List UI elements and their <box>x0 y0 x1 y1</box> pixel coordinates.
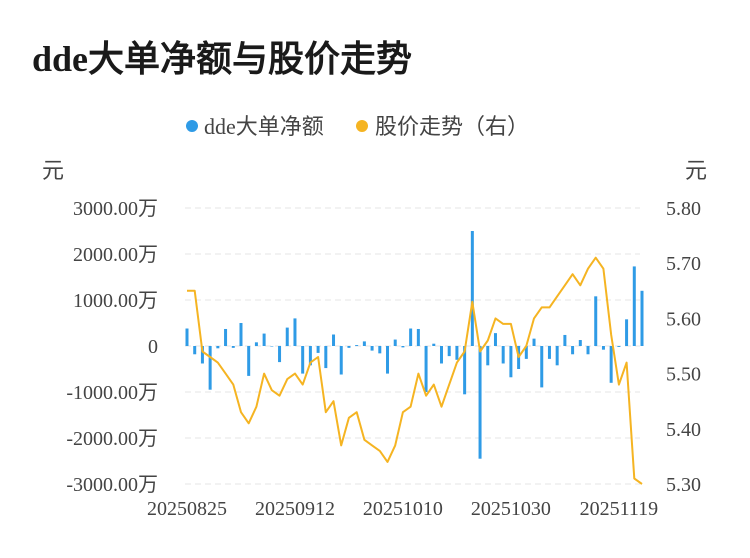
bar <box>563 334 567 346</box>
bar <box>578 340 582 346</box>
bar <box>447 346 451 357</box>
y-left-tick-label: 0 <box>148 336 158 358</box>
legend-marker-dde <box>186 120 198 132</box>
bar <box>617 346 621 347</box>
bar <box>293 318 297 346</box>
bar <box>509 346 513 378</box>
bar <box>470 231 474 346</box>
bar <box>439 346 443 364</box>
bar <box>540 346 544 388</box>
bar <box>378 346 382 354</box>
bar <box>625 319 629 346</box>
bar <box>208 346 212 390</box>
bar <box>478 346 482 459</box>
y-right-tick-label: 5.30 <box>666 474 701 496</box>
bar <box>316 346 320 353</box>
y-right-tick-label: 5.80 <box>666 198 701 220</box>
bar <box>601 346 605 350</box>
bar <box>332 334 336 346</box>
y-right-tick-label: 5.70 <box>666 253 701 275</box>
y-right-tick-label: 5.50 <box>666 364 701 386</box>
y-right-unit-label: 元 <box>685 158 707 183</box>
legend-marker-price <box>356 120 368 132</box>
bar <box>486 346 490 366</box>
bar <box>432 343 436 346</box>
bar <box>254 342 258 346</box>
bar <box>424 346 428 392</box>
bar <box>370 346 374 351</box>
bar <box>571 346 575 355</box>
bar <box>239 323 243 346</box>
bar <box>547 346 551 359</box>
y-left-tick-label: -3000.00万 <box>66 474 158 496</box>
bar <box>501 346 505 364</box>
bar <box>632 266 636 346</box>
bar <box>463 346 467 395</box>
price-line <box>187 256 643 485</box>
x-tick-label: 20250912 <box>255 498 335 520</box>
y-left-tick-label: -2000.00万 <box>66 428 158 450</box>
bar <box>285 327 289 346</box>
bar <box>270 346 274 347</box>
y-right-tick-label: 5.40 <box>666 419 701 441</box>
bar <box>193 346 197 355</box>
bar <box>532 338 536 346</box>
bar <box>409 328 413 346</box>
bar <box>640 290 644 346</box>
bar <box>386 346 390 374</box>
bar <box>609 346 613 383</box>
bar <box>185 328 189 346</box>
bar <box>362 341 366 346</box>
bar <box>355 345 359 346</box>
y-left-tick-label: 3000.00万 <box>73 198 158 220</box>
x-tick-label: 20251030 <box>471 498 551 520</box>
x-tick-label: 20251119 <box>580 498 659 520</box>
bar <box>347 346 351 348</box>
legend-label-dde: dde大单净额 <box>204 114 324 139</box>
bar <box>493 333 497 346</box>
bar <box>324 346 328 369</box>
y-left-tick-label: -1000.00万 <box>66 382 158 404</box>
bar <box>216 346 220 349</box>
bar <box>301 346 305 374</box>
y-left-tick-label: 2000.00万 <box>73 244 158 266</box>
bar <box>247 346 251 376</box>
bar <box>416 328 420 346</box>
bar <box>200 346 204 364</box>
bar <box>393 339 397 346</box>
legend-label-price: 股价走势（右） <box>375 114 529 139</box>
bar <box>555 346 559 366</box>
x-tick-label: 20250825 <box>147 498 227 520</box>
bar <box>455 346 459 360</box>
y-left-tick-label: 1000.00万 <box>73 290 158 312</box>
page-title: dde大单净额与股价走势 <box>32 39 413 79</box>
bar <box>594 296 598 346</box>
bar <box>262 333 266 346</box>
x-tick-label: 20251010 <box>363 498 443 520</box>
y-right-tick-label: 5.60 <box>666 308 701 330</box>
bar <box>224 328 228 346</box>
bar <box>278 346 282 363</box>
bar <box>524 346 528 359</box>
bar <box>586 346 590 355</box>
bar <box>231 346 235 348</box>
bar <box>308 346 312 366</box>
bar <box>339 346 343 375</box>
y-left-unit-label: 元 <box>42 158 64 183</box>
bar <box>401 346 405 348</box>
